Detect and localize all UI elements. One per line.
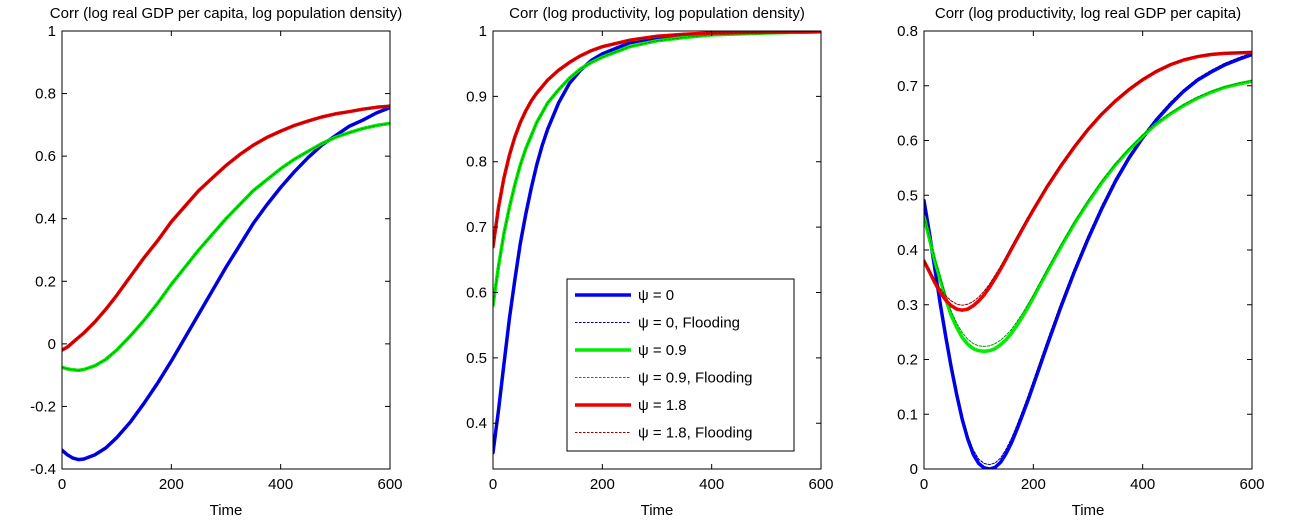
series-line-1 (62, 107, 390, 461)
legend-label-1: ψ = 0, Flooding (638, 315, 740, 332)
series-line-1 (493, 31, 821, 454)
plot-frame (492, 30, 822, 470)
y-tick-label: 1 (48, 23, 56, 40)
x-tick-label: 600 (1239, 476, 1264, 493)
x-tick-label: 0 (58, 476, 66, 493)
y-tick-label: 1 (479, 23, 487, 40)
series-line-0 (924, 52, 1252, 469)
series-line-1 (924, 52, 1252, 466)
y-tick-label: 0.4 (35, 211, 56, 228)
y-tick-label: 0.5 (466, 350, 487, 367)
chart-title: Corr (log productivity, log real GDP per… (935, 5, 1241, 22)
y-tick-label: 0.6 (35, 148, 56, 165)
y-tick-label: 0.3 (897, 297, 918, 314)
x-tick-label: 400 (268, 476, 293, 493)
y-tick-label: 0.4 (897, 242, 918, 259)
y-tick-label: -0.4 (30, 461, 56, 478)
legend-label-0: ψ = 0 (638, 287, 674, 304)
chart-panel-3: Corr (log productivity, log real GDP per… (897, 5, 1264, 519)
chart-panel-2: Corr (log productivity, log population d… (466, 5, 833, 519)
x-tick-label: 600 (377, 476, 402, 493)
series-line-4 (493, 31, 821, 249)
y-tick-label: 0 (910, 461, 918, 478)
y-tick-label: 0.4 (466, 415, 487, 432)
x-axis-label: Time (641, 502, 674, 519)
legend: ψ = 0 ψ = 0, Flooding ψ = 0.9 ψ = 0.9, Floo… (566, 278, 795, 452)
x-tick-label: 200 (1021, 476, 1046, 493)
y-tick-label: 0.8 (35, 86, 56, 103)
y-tick-label: 0.7 (897, 78, 918, 95)
x-tick-label: 200 (590, 476, 615, 493)
y-tick-label: 0 (48, 336, 56, 353)
y-tick-label: 0.7 (466, 219, 487, 236)
y-tick-label: 0.5 (897, 187, 918, 204)
x-tick-label: 0 (920, 476, 928, 493)
legend-label-4: ψ = 1.8 (638, 397, 687, 414)
series-line-4 (924, 50, 1252, 312)
legend-label-2: ψ = 0.9 (638, 342, 687, 359)
series-line-5 (493, 31, 821, 248)
series-line-2 (62, 121, 390, 373)
x-axis-label: Time (210, 502, 243, 519)
y-tick-label: 0.8 (466, 154, 487, 171)
x-axis-label: Time (1072, 502, 1105, 519)
series-line-2 (493, 31, 821, 308)
y-tick-label: 0.1 (897, 406, 918, 423)
series-line-4 (62, 104, 390, 352)
x-tick-label: 0 (489, 476, 497, 493)
series-line-3 (493, 31, 821, 307)
series-line-0 (62, 105, 390, 462)
series-line-2 (924, 79, 1252, 354)
chart-title: Corr (log productivity, log population d… (509, 5, 805, 22)
x-tick-label: 200 (159, 476, 184, 493)
chart-panel-1: Corr (log real GDP per capita, log popul… (30, 5, 402, 519)
series-line-5 (62, 105, 390, 351)
legend-label-5: ψ = 1.8, Flooding (638, 425, 753, 442)
series-line-3 (924, 79, 1252, 347)
y-tick-label: 0.6 (897, 133, 918, 150)
x-tick-label: 400 (699, 476, 724, 493)
y-tick-label: 0.6 (466, 284, 487, 301)
x-tick-label: 600 (808, 476, 833, 493)
series-line-5 (924, 51, 1252, 306)
y-tick-label: -0.2 (30, 398, 56, 415)
plot-frame (61, 30, 391, 470)
y-tick-label: 0.2 (897, 352, 918, 369)
y-tick-label: 0.9 (466, 88, 487, 105)
y-tick-label: 0.2 (35, 273, 56, 290)
legend-box (566, 278, 795, 452)
legend-label-3: ψ = 0.9, Flooding (638, 370, 753, 387)
x-tick-label: 400 (1130, 476, 1155, 493)
series-line-3 (62, 122, 390, 371)
y-tick-label: 0.8 (897, 23, 918, 40)
chart-title: Corr (log real GDP per capita, log popul… (50, 5, 402, 22)
